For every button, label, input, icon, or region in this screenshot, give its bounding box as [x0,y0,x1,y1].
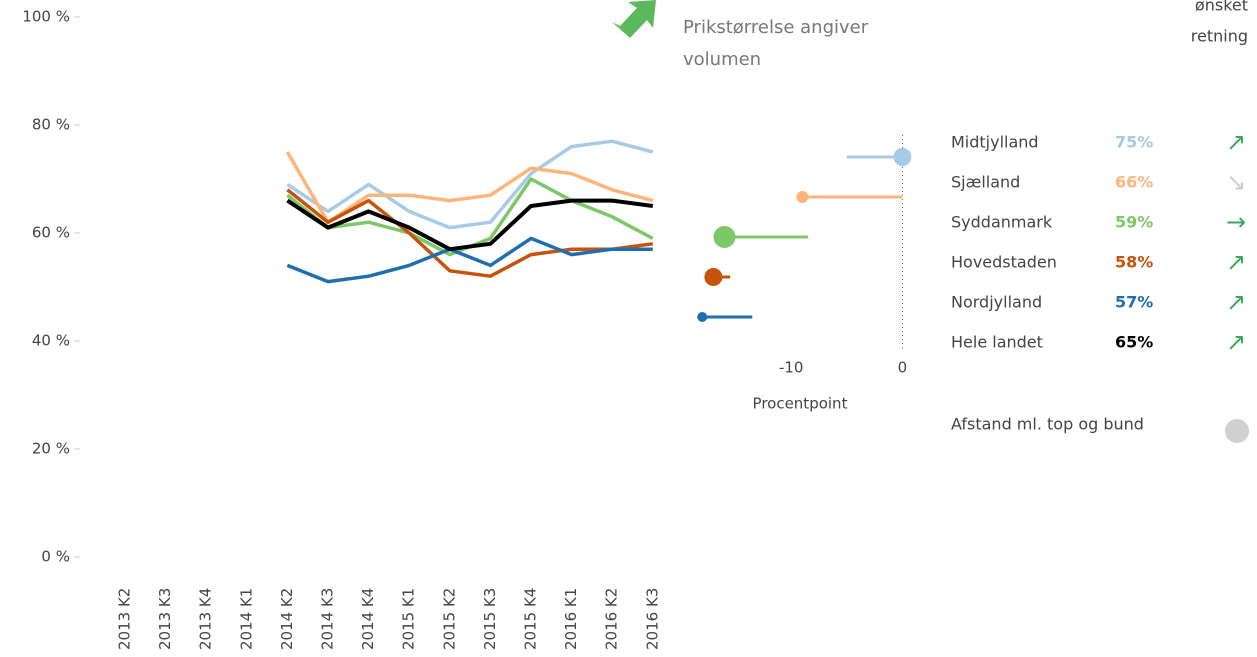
series-line [286,198,654,252]
legend-value: 65% [1115,333,1153,352]
legend-name: Nordjylland [951,293,1042,312]
legend-name: Hele landet [951,333,1043,352]
x-tick-label: 2014 K3 [319,588,337,650]
x-tick-label: 2015 K1 [400,588,418,650]
dot [704,268,723,286]
y-tick-label: 80 % [32,116,70,134]
x-tick-label: 2014 K4 [359,588,377,650]
note: volumen [683,49,761,70]
trend-arrow: ↗ [1226,328,1246,356]
y-tick-label: 100 % [22,8,70,26]
dot [697,312,708,322]
series-line [286,177,654,257]
x-tick-label: 2015 K2 [440,588,458,650]
legend-name: Syddanmark [951,213,1053,232]
y-tick-label: 40 % [32,332,70,350]
spread-note: Afstand ml. top og bund [951,415,1144,434]
x-tick-label: 2014 K1 [237,588,255,650]
x-tick-label: 2016 K3 [643,588,661,650]
spread-icon [1225,419,1249,443]
legend-value: 59% [1115,213,1153,232]
legend-name: Midtjylland [951,133,1039,152]
legend-title: retning [1191,27,1248,46]
trend-arrow: ↗ [1226,128,1246,156]
note: Prikstørrelse angiver [683,17,869,38]
legend-name: Sjælland [951,173,1020,192]
trend-arrow: ↗ [1226,288,1246,316]
x-tick-label: 2016 K2 [603,588,621,650]
x-tick-label: 2013 K4 [197,588,215,650]
trend-arrow: → [1226,208,1246,236]
legend-value: 66% [1115,173,1153,192]
legend-name: Hovedstaden [951,253,1057,272]
series-line [286,139,654,230]
y-tick-label: 60 % [32,224,70,242]
legend-value: 58% [1115,253,1153,272]
series-line [286,188,654,278]
x-tick-label: 0 [898,359,908,377]
legend-value: 75% [1115,133,1153,152]
x-tick-label: 2013 K3 [156,588,174,650]
legend-title: ønsket [1195,0,1248,15]
x-axis-title: Procentpoint [753,395,848,413]
dot [796,191,809,203]
series-line [285,151,654,224]
dot [713,226,736,248]
dot [893,148,912,166]
x-tick-label: 2014 K2 [278,588,296,650]
series-line [286,236,653,284]
y-tick-label: 0 % [41,548,70,566]
trend-arrow: ↘ [1226,168,1246,196]
x-tick-label: 2016 K1 [562,588,580,650]
x-tick-label: 2013 K2 [116,588,134,650]
trend-arrow: ↗ [1226,248,1246,276]
x-tick-label: 2015 K3 [481,588,499,650]
x-tick-label: -10 [779,359,804,377]
y-tick-label: 20 % [32,440,70,458]
legend-value: 57% [1115,293,1153,312]
direction-icon [612,0,656,38]
x-tick-label: 2015 K4 [522,588,540,650]
